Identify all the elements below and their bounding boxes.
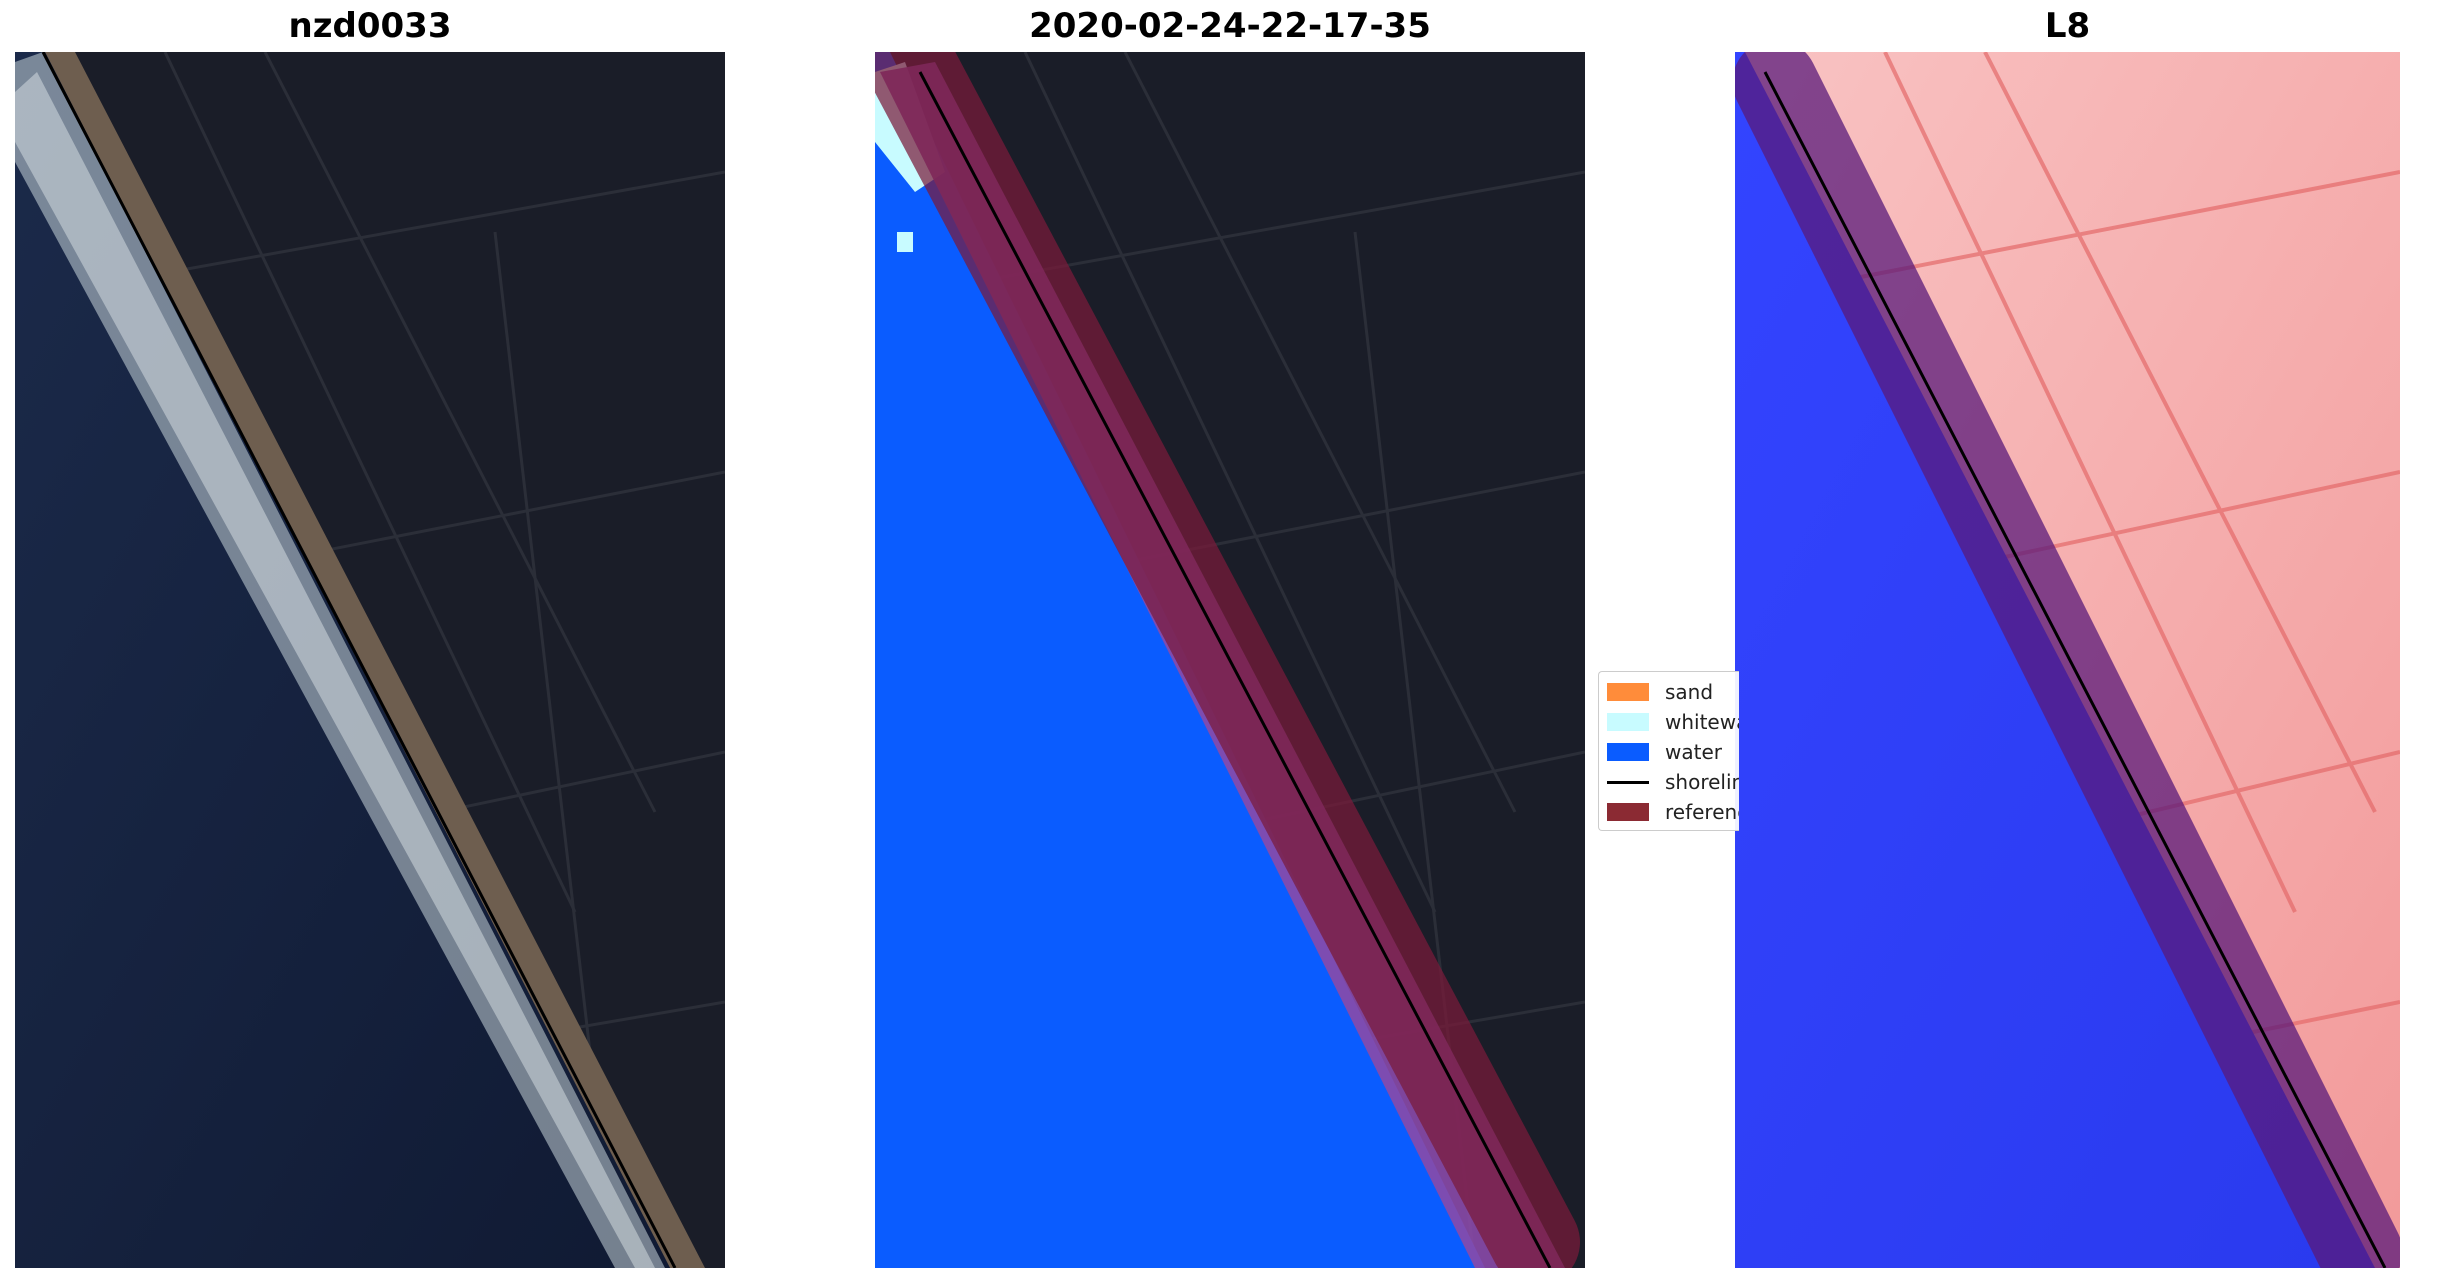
- panel-title-date: 2020-02-24-22-17-35: [1029, 6, 1431, 46]
- index-image: [1735, 52, 2400, 1268]
- legend-item-shoreline: shoreline: [1607, 768, 1739, 796]
- classification-image: [875, 52, 1585, 1268]
- reference-buffer: [875, 52, 1580, 1268]
- legend-item-water: water: [1607, 738, 1722, 766]
- legend-swatch-sand: [1607, 683, 1649, 701]
- beach-band: [45, 52, 705, 1268]
- shoreline-line: [1763, 71, 2387, 1268]
- rgb-image: [15, 52, 725, 1268]
- legend-line-shoreline: [1607, 780, 1649, 784]
- legend: sand whitewater water shoreline referenc…: [1598, 671, 1739, 831]
- legend-item-whitewater: whitewater: [1607, 708, 1739, 736]
- legend-swatch-whitewater: [1607, 713, 1649, 731]
- index-panel: [1735, 52, 2400, 1268]
- shoreline-line: [918, 71, 1552, 1268]
- rgb-image-panel: [15, 52, 725, 1268]
- panel-title-rgb: nzd0033: [288, 6, 452, 46]
- legend-item-sand: sand: [1607, 678, 1713, 706]
- shoreline-line: [41, 52, 677, 1268]
- legend-item-reference-buffer: reference shoreline buffer: [1607, 798, 1739, 826]
- classification-panel: [875, 52, 1585, 1268]
- panel-title-sensor: L8: [2044, 6, 2091, 46]
- surf-zone: [15, 52, 665, 1268]
- legend-swatch-water: [1607, 743, 1649, 761]
- legend-swatch-reference-buffer: [1607, 803, 1649, 821]
